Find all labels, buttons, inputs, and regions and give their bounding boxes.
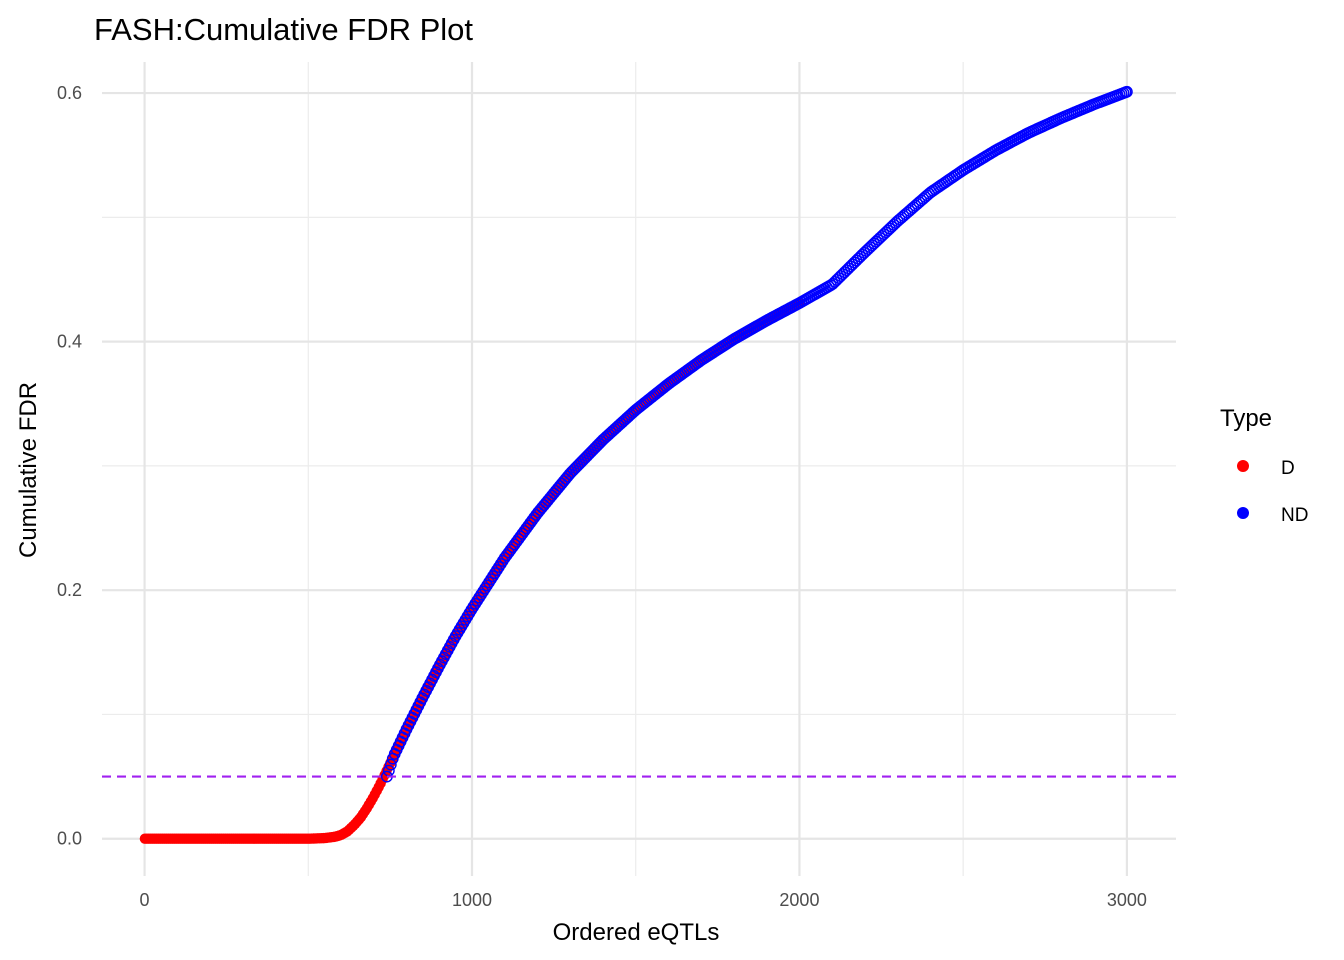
data-point-nd [579, 452, 592, 464]
data-point-nd [565, 466, 578, 478]
y-axis-title: Cumulative FDR [15, 382, 42, 558]
data-point-nd [471, 594, 484, 607]
data-points [139, 85, 1133, 844]
grid-major [102, 62, 1176, 876]
data-point-nd [492, 561, 505, 573]
legend-key-d [1237, 460, 1249, 472]
chart-title: FASH:Cumulative FDR Plot [94, 12, 473, 47]
y-tick-label: 0.0 [57, 829, 82, 849]
legend: Type D ND [1220, 405, 1308, 526]
data-point-nd [571, 460, 584, 472]
y-tick-label: 0.2 [57, 580, 82, 600]
y-tick-label: 0.4 [57, 332, 82, 352]
y-tick-labels: 0.0 0.2 0.4 0.6 [57, 83, 82, 849]
data-point-nd [483, 576, 495, 589]
x-tick-label: 3000 [1107, 890, 1147, 910]
data-point-nd [589, 441, 602, 454]
data-point-nd [481, 579, 493, 592]
x-tick-label: 0 [140, 890, 150, 910]
data-point-nd [585, 445, 598, 458]
data-point-nd [575, 456, 588, 468]
data-point-nd [1120, 85, 1133, 98]
x-axis-title: Ordered eQTLs [553, 919, 720, 946]
grid-minor [102, 62, 1176, 876]
data-point-nd [487, 570, 499, 583]
data-point-nd [581, 450, 594, 462]
data-point-nd [569, 462, 582, 474]
data-point-nd [587, 443, 600, 456]
data-point-nd [477, 585, 490, 598]
data-point-nd [469, 597, 482, 610]
data-point-nd [490, 564, 503, 576]
legend-title: Type [1220, 405, 1272, 432]
data-point-nd [567, 464, 580, 476]
legend-label-d: D [1281, 458, 1295, 479]
data-point-nd [473, 591, 486, 604]
data-point-nd [494, 558, 507, 570]
data-point-nd [479, 582, 492, 595]
data-point-nd [489, 567, 501, 580]
data-point-nd [467, 600, 480, 613]
data-point-nd [475, 588, 488, 601]
x-tick-labels: 0 1000 2000 3000 [140, 890, 1147, 910]
x-tick-label: 1000 [452, 890, 492, 910]
data-point-nd [563, 468, 576, 481]
data-point-nd [573, 458, 586, 470]
y-tick-label: 0.6 [57, 83, 82, 103]
legend-label-nd: ND [1281, 505, 1308, 526]
data-point-nd [384, 758, 397, 771]
data-point-nd [659, 380, 672, 392]
data-point-nd [577, 454, 590, 466]
data-point-nd [583, 447, 596, 460]
data-point-nd [591, 439, 603, 452]
x-tick-label: 2000 [779, 890, 819, 910]
data-point-nd [485, 573, 497, 586]
legend-key-nd [1237, 507, 1249, 519]
